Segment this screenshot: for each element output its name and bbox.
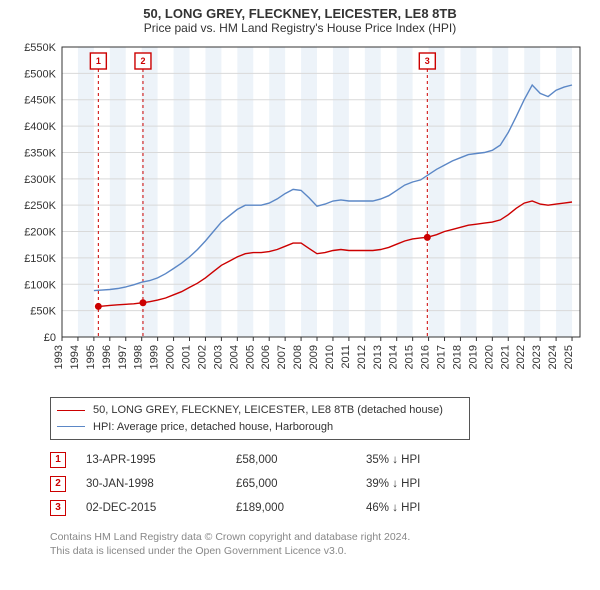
transaction-diff: 39% ↓ HPI [366, 472, 420, 496]
chart-title-block: 50, LONG GREY, FLECKNEY, LEICESTER, LE8 … [10, 6, 590, 35]
transaction-row: 2 30-JAN-1998 £65,000 39% ↓ HPI [50, 472, 420, 496]
svg-text:£300K: £300K [24, 174, 56, 186]
transaction-date: 02-DEC-2015 [86, 496, 236, 520]
footnote-line-2: This data is licensed under the Open Gov… [50, 544, 590, 558]
svg-text:2017: 2017 [436, 345, 448, 369]
legend-label-hpi: HPI: Average price, detached house, Harb… [93, 419, 333, 436]
transaction-marker-1: 1 [50, 452, 66, 468]
legend-row-property: 50, LONG GREY, FLECKNEY, LEICESTER, LE8 … [57, 402, 463, 419]
transaction-price: £65,000 [236, 472, 366, 496]
svg-text:1999: 1999 [149, 345, 161, 369]
transaction-date: 13-APR-1995 [86, 448, 236, 472]
svg-text:1998: 1998 [133, 345, 145, 369]
svg-text:1995: 1995 [85, 345, 97, 369]
svg-text:2021: 2021 [499, 345, 511, 369]
legend-label-property: 50, LONG GREY, FLECKNEY, LEICESTER, LE8 … [93, 402, 443, 419]
svg-text:£50K: £50K [30, 306, 56, 318]
svg-text:2008: 2008 [292, 345, 304, 369]
svg-text:1993: 1993 [53, 345, 65, 369]
svg-text:2022: 2022 [515, 345, 527, 369]
svg-text:2025: 2025 [563, 345, 575, 369]
svg-text:1997: 1997 [117, 345, 129, 369]
svg-text:2015: 2015 [404, 345, 416, 369]
transactions-table: 1 13-APR-1995 £58,000 35% ↓ HPI 2 30-JAN… [50, 448, 590, 520]
transaction-row: 3 02-DEC-2015 £189,000 46% ↓ HPI [50, 496, 420, 520]
svg-text:£150K: £150K [24, 253, 56, 265]
svg-text:2: 2 [140, 56, 145, 66]
legend-row-hpi: HPI: Average price, detached house, Harb… [57, 419, 463, 436]
transaction-marker-3: 3 [50, 500, 66, 516]
svg-text:1: 1 [96, 56, 101, 66]
svg-text:£400K: £400K [24, 121, 56, 133]
price-chart: £0 £50K £100K £150K £200K £250K £300K £350K £400… [10, 39, 590, 389]
svg-text:2018: 2018 [451, 345, 463, 369]
svg-text:2004: 2004 [228, 345, 240, 369]
svg-text:£0: £0 [44, 332, 56, 344]
svg-text:£550K: £550K [24, 42, 56, 54]
legend-swatch-property [57, 410, 85, 411]
svg-text:2016: 2016 [420, 345, 432, 369]
transaction-price: £58,000 [236, 448, 366, 472]
transaction-date: 30-JAN-1998 [86, 472, 236, 496]
transaction-price: £189,000 [236, 496, 366, 520]
svg-text:£200K: £200K [24, 227, 56, 239]
svg-text:2013: 2013 [372, 345, 384, 369]
svg-text:2020: 2020 [483, 345, 495, 369]
svg-text:£500K: £500K [24, 68, 56, 80]
svg-text:2007: 2007 [276, 345, 288, 369]
svg-text:2006: 2006 [260, 345, 272, 369]
svg-text:3: 3 [425, 56, 430, 66]
title-main: 50, LONG GREY, FLECKNEY, LEICESTER, LE8 … [10, 6, 590, 21]
footnote: Contains HM Land Registry data © Crown c… [50, 530, 590, 558]
svg-text:2010: 2010 [324, 345, 336, 369]
svg-text:£250K: £250K [24, 200, 56, 212]
svg-text:£100K: £100K [24, 279, 56, 291]
svg-text:2009: 2009 [308, 345, 320, 369]
svg-text:2003: 2003 [212, 345, 224, 369]
footnote-line-1: Contains HM Land Registry data © Crown c… [50, 530, 590, 544]
svg-text:£450K: £450K [24, 95, 56, 107]
transaction-diff: 46% ↓ HPI [366, 496, 420, 520]
svg-text:2011: 2011 [340, 345, 352, 369]
legend-swatch-hpi [57, 426, 85, 427]
svg-text:1996: 1996 [101, 345, 113, 369]
title-sub: Price paid vs. HM Land Registry's House … [10, 21, 590, 35]
svg-text:2001: 2001 [181, 345, 193, 369]
svg-text:2014: 2014 [388, 345, 400, 369]
svg-text:2012: 2012 [356, 345, 368, 369]
legend-box: 50, LONG GREY, FLECKNEY, LEICESTER, LE8 … [50, 397, 470, 440]
svg-text:2000: 2000 [165, 345, 177, 369]
svg-text:1994: 1994 [69, 345, 81, 369]
svg-text:2024: 2024 [547, 345, 559, 369]
transaction-row: 1 13-APR-1995 £58,000 35% ↓ HPI [50, 448, 420, 472]
svg-text:2023: 2023 [531, 345, 543, 369]
svg-text:2005: 2005 [244, 345, 256, 369]
svg-text:2002: 2002 [196, 345, 208, 369]
svg-text:2019: 2019 [467, 345, 479, 369]
transaction-marker-2: 2 [50, 476, 66, 492]
transaction-diff: 35% ↓ HPI [366, 448, 420, 472]
svg-text:£350K: £350K [24, 147, 56, 159]
